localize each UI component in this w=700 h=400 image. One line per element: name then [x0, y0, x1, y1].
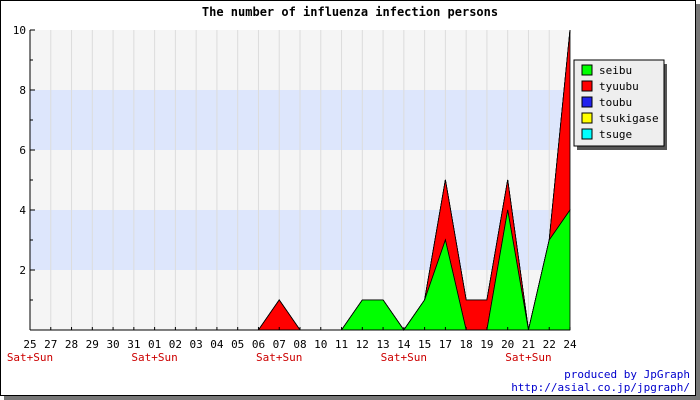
legend-label-tsuge: tsuge	[599, 128, 632, 141]
x-tick-label: 06	[252, 338, 265, 351]
x-gridlines	[50, 30, 550, 330]
x-tick-label: 22	[543, 338, 556, 351]
x-tick-label: 17	[439, 338, 452, 351]
legend-label-tyuubu: tyuubu	[599, 80, 639, 93]
weekend-label: Sat+Sun	[381, 351, 427, 364]
x-tick-label: 24	[563, 338, 577, 351]
x-tick-label: 07	[273, 338, 286, 351]
x-tick-label: 02	[169, 338, 182, 351]
x-tick-label: 18	[460, 338, 473, 351]
y-tick-label: 10	[13, 24, 26, 37]
y-tick-label: 4	[19, 204, 26, 217]
legend-swatch-tsukigase	[581, 112, 593, 124]
x-tick-labels: 25 27 28 29 30 31 01 02 03 04 05 06 07 08 10 11 12 13 14 15…	[23, 338, 577, 351]
legend-swatch-tyuubu	[581, 80, 593, 92]
x-tick-label: 28	[65, 338, 78, 351]
weekend-label: Sat+Sun	[505, 351, 551, 364]
legend-swatch-tsuge	[581, 128, 593, 140]
y-tick-label: 2	[19, 264, 26, 277]
credits-line-1: produced by JpGraph	[564, 368, 690, 381]
x-tick-label: 10	[314, 338, 327, 351]
legend-swatch-toubu	[581, 96, 593, 108]
x-tick-label: 21	[522, 338, 535, 351]
weekend-label: Sat+Sun	[131, 351, 177, 364]
x-tick-label: 04	[210, 338, 224, 351]
x-tick-label: 05	[231, 338, 244, 351]
y-tick-label: 6	[19, 144, 26, 157]
legend-label-toubu: toubu	[599, 96, 632, 109]
x-tick-label: 19	[480, 338, 493, 351]
chart-title: The number of influenza infection person…	[202, 5, 498, 19]
y-tick-label: 8	[19, 84, 26, 97]
x-tick-label: 08	[293, 338, 306, 351]
axes	[29, 29, 571, 331]
x-tick-label: 31	[127, 338, 140, 351]
weekend-labels: Sat+Sun Sat+Sun Sat+Sun Sat+Sun Sat+Sun	[7, 351, 552, 364]
weekend-label: Sat+Sun	[7, 351, 53, 364]
x-tick-label: 25	[23, 338, 36, 351]
legend-label-tsukigase: tsukigase	[599, 112, 659, 125]
x-tick-label: 15	[418, 338, 431, 351]
legend-label-seibu: seibu	[599, 64, 632, 77]
x-tick-label: 11	[335, 338, 348, 351]
x-tick-label: 14	[397, 338, 411, 351]
x-tick-label: 29	[86, 338, 99, 351]
x-tick-label: 30	[106, 338, 119, 351]
weekend-label: Sat+Sun	[256, 351, 302, 364]
legend: seibu tyuubu toubu tsukigase tsuge	[573, 59, 667, 150]
credits-line-2: http://asial.co.jp/jpgraph/	[511, 381, 690, 394]
x-tick-label: 13	[376, 338, 389, 351]
x-tick-label: 27	[44, 338, 57, 351]
y-tick-labels: 2 4 6 8 10	[13, 24, 27, 277]
x-tick-label: 20	[501, 338, 514, 351]
legend-swatch-seibu	[581, 64, 593, 76]
x-tick-label: 01	[148, 338, 161, 351]
x-tick-label: 12	[356, 338, 369, 351]
x-tick-label: 03	[190, 338, 203, 351]
